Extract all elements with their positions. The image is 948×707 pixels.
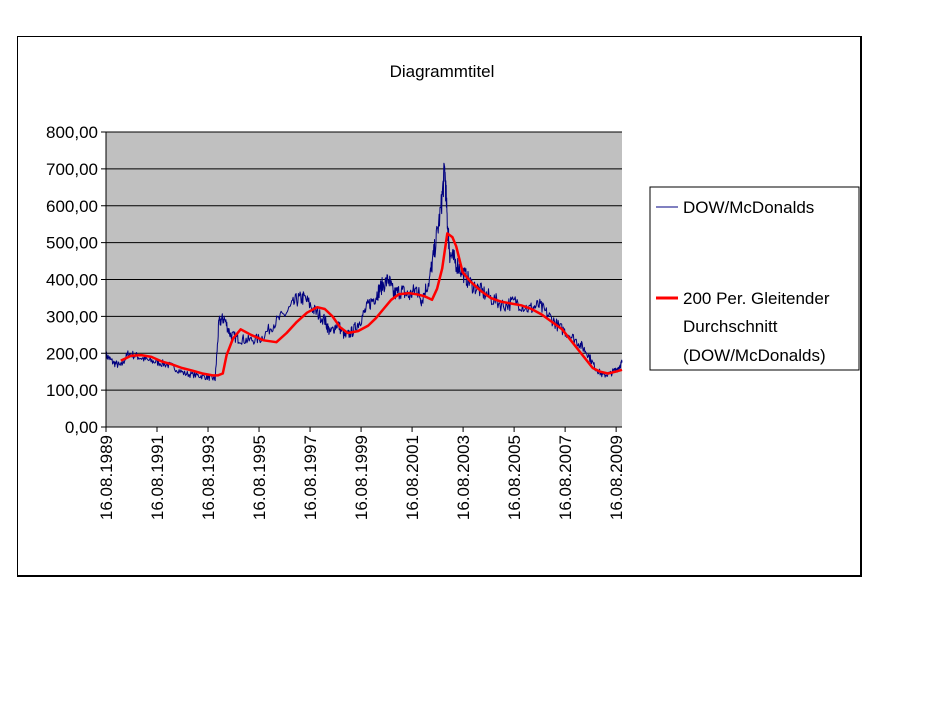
legend-box bbox=[649, 186, 860, 371]
x-tick-label: 16.08.2003 bbox=[454, 435, 473, 520]
y-tick-label: 100,00 bbox=[46, 381, 98, 400]
y-tick-label: 300,00 bbox=[46, 307, 98, 326]
x-axis-ticks: 16.08.1989 16.08.1991 16.08.1993 16.08.1995… bbox=[97, 427, 626, 520]
series-line-moving-average bbox=[120, 232, 623, 377]
x-tick-label: 16.08.1991 bbox=[148, 435, 167, 520]
x-tick-label: 16.08.2009 bbox=[607, 435, 626, 520]
y-tick-label: 500,00 bbox=[46, 234, 98, 253]
legend-label-moving-average-line1: 200 Per. Gleitender bbox=[683, 289, 830, 308]
y-tick-label: 800,00 bbox=[46, 123, 98, 142]
x-tick-label: 16.08.2005 bbox=[505, 435, 524, 520]
y-axis-ticks: 0,00 100,00 200,00 300,00 400,00 500,00 600,00… bbox=[46, 123, 106, 437]
y-tick-label: 600,00 bbox=[46, 197, 98, 216]
x-tick-label: 16.08.1999 bbox=[352, 435, 371, 520]
x-tick-label: 16.08.1995 bbox=[250, 435, 269, 520]
x-tick-label: 16.08.1989 bbox=[97, 435, 116, 520]
x-tick-label: 16.08.1993 bbox=[199, 435, 218, 520]
x-tick-label: 16.08.1997 bbox=[301, 435, 320, 520]
y-tick-label: 700,00 bbox=[46, 160, 98, 179]
legend: DOW/McDonalds 200 Per. Gleitender Durchs… bbox=[649, 186, 860, 371]
y-tick-label: 0,00 bbox=[65, 418, 98, 437]
chart-svg: Diagrammtitel 0,00 100,00 200,00 300,00 400,… bbox=[46, 62, 860, 520]
legend-label-moving-average-line3: (DOW/McDonalds) bbox=[683, 346, 826, 365]
chart-title: Diagrammtitel bbox=[390, 62, 495, 81]
gridlines bbox=[106, 131, 622, 391]
x-tick-label: 16.08.2007 bbox=[556, 435, 575, 520]
legend-label-dow: DOW/McDonalds bbox=[683, 198, 814, 217]
x-tick-label: 16.08.2001 bbox=[403, 435, 422, 520]
chart-frame: Diagrammtitel 0,00 100,00 200,00 300,00 400,… bbox=[17, 36, 862, 577]
legend-label-moving-average-line2: Durchschnitt bbox=[683, 317, 778, 336]
series-layer bbox=[105, 162, 623, 382]
y-tick-label: 400,00 bbox=[46, 271, 98, 290]
y-tick-label: 200,00 bbox=[46, 344, 98, 363]
